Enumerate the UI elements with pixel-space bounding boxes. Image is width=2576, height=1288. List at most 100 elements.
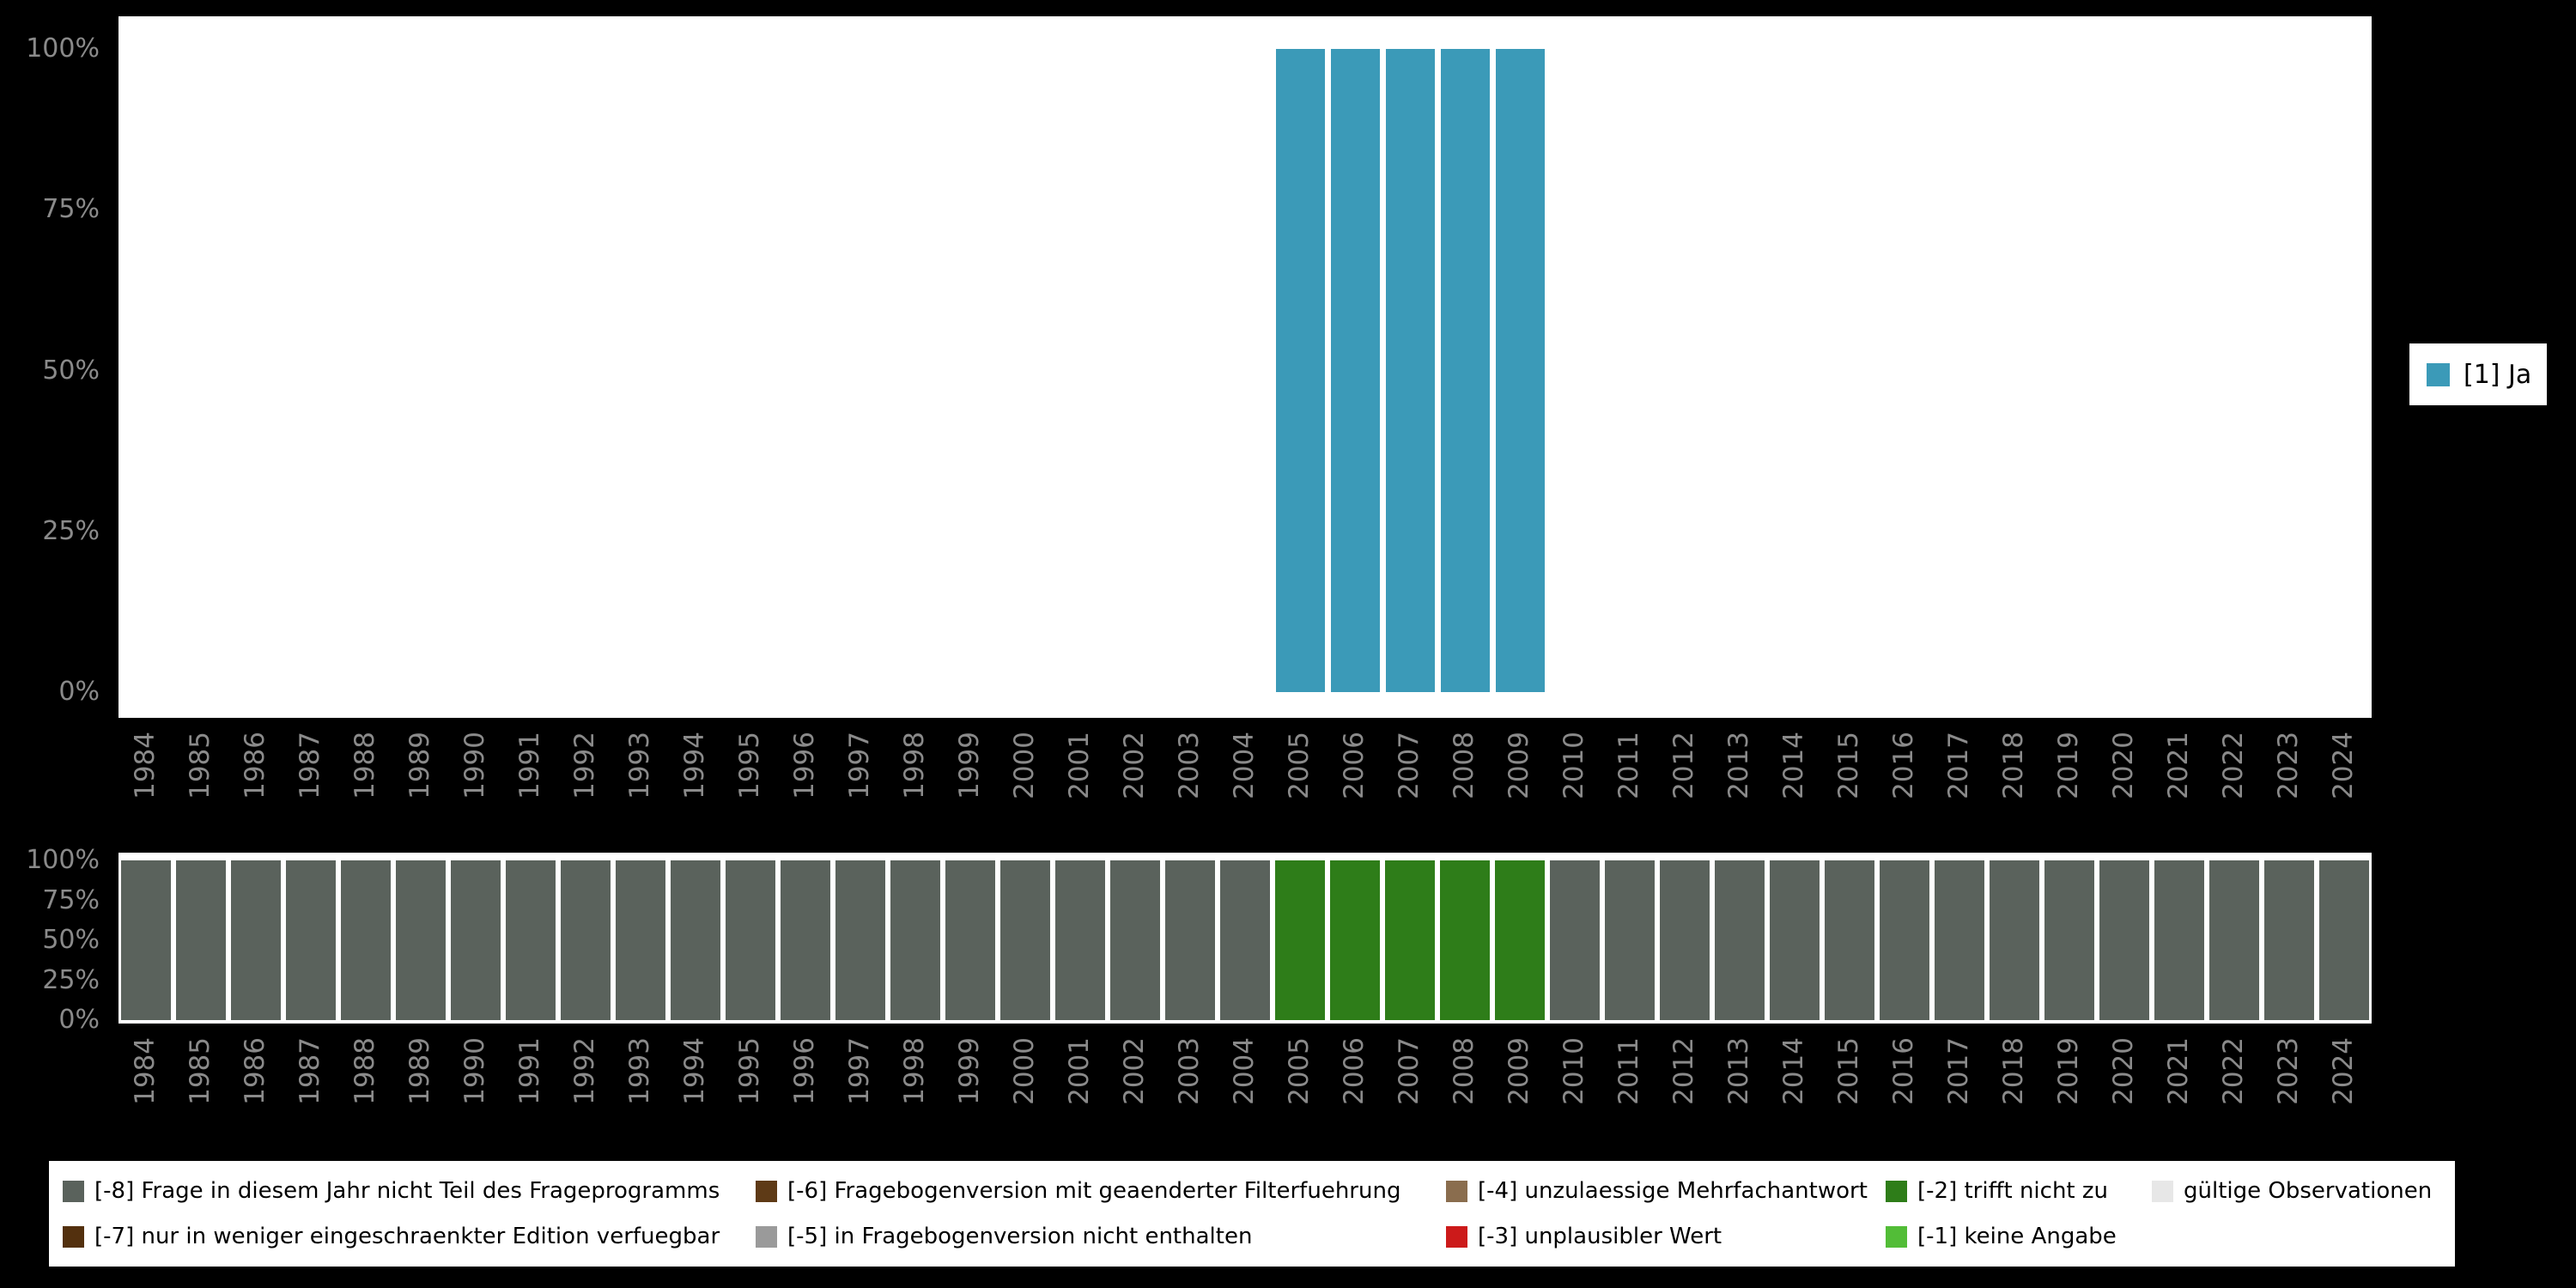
- x-tick-2007: 2007: [1394, 1037, 1425, 1105]
- x-tick-1993: 1993: [624, 1037, 655, 1105]
- y-tick-label: 75%: [42, 194, 100, 225]
- legend-item: [-2] trifft nicht zu: [1886, 1178, 2108, 1204]
- availability-bar-1991: [506, 860, 556, 1020]
- y-tick-label: 0%: [58, 1005, 100, 1035]
- x-tick-1984: 1984: [130, 732, 161, 799]
- bottom-chart-y-axis: 100% 75% 50% 25% 0%: [0, 848, 108, 1033]
- availability-bar-2016: [1880, 860, 1929, 1020]
- availability-bar-2013: [1715, 860, 1765, 1020]
- legend-label: [-2] trifft nicht zu: [1917, 1178, 2109, 1204]
- x-tick-1996: 1996: [789, 1037, 820, 1105]
- x-tick-1987: 1987: [295, 732, 325, 799]
- x-tick-2024: 2024: [2328, 732, 2359, 799]
- legend-item: [-6] Fragebogenversion mit geaenderter F…: [756, 1178, 1400, 1204]
- x-tick-2020: 2020: [2108, 1037, 2139, 1105]
- legend-swatch: [2152, 1180, 2173, 1202]
- bar-2007: [1385, 49, 1435, 692]
- x-tick-1992: 1992: [569, 732, 600, 799]
- availability-bar-1986: [231, 860, 281, 1020]
- availability-bar-2018: [1990, 860, 2039, 1020]
- availability-bar-2015: [1825, 860, 1874, 1020]
- availability-bar-2010: [1550, 860, 1600, 1020]
- x-tick-1991: 1991: [514, 1037, 545, 1105]
- availability-bar-2024: [2319, 860, 2369, 1020]
- x-tick-2022: 2022: [2218, 1037, 2249, 1105]
- availability-bar-2003: [1165, 860, 1215, 1020]
- availability-bar-1997: [835, 860, 885, 1020]
- x-tick-2011: 2011: [1613, 732, 1644, 799]
- availability-bar-1996: [781, 860, 830, 1020]
- x-tick-2008: 2008: [1449, 732, 1479, 799]
- x-tick-2024: 2024: [2328, 1037, 2359, 1105]
- availability-bar-2002: [1110, 860, 1160, 1020]
- x-tick-2014: 2014: [1778, 1037, 1809, 1105]
- x-tick-2004: 2004: [1229, 732, 1260, 799]
- availability-bar-1985: [176, 860, 226, 1020]
- x-tick-2012: 2012: [1668, 1037, 1699, 1105]
- x-tick-2000: 2000: [1009, 1037, 1040, 1105]
- x-tick-2016: 2016: [1888, 1037, 1919, 1105]
- x-tick-2009: 2009: [1504, 732, 1534, 799]
- x-tick-1989: 1989: [404, 1037, 435, 1105]
- x-tick-1987: 1987: [295, 1037, 325, 1105]
- x-tick-1991: 1991: [514, 732, 545, 799]
- x-tick-2006: 2006: [1339, 732, 1370, 799]
- availability-bar-2009: [1495, 860, 1545, 1020]
- availability-bar-2022: [2209, 860, 2259, 1020]
- x-tick-1994: 1994: [679, 1037, 710, 1105]
- legend-label: [-8] Frage in diesem Jahr nicht Teil des…: [94, 1178, 720, 1204]
- bar-2008: [1440, 49, 1490, 692]
- y-tick-label: 50%: [42, 355, 100, 386]
- bottom-chart-plot-area: [118, 853, 2372, 1024]
- x-tick-2008: 2008: [1449, 1037, 1479, 1105]
- legend-label: gültige Observationen: [2184, 1178, 2433, 1204]
- availability-bar-2005: [1275, 860, 1325, 1020]
- top-chart-legend: [1] Ja: [2409, 343, 2547, 405]
- availability-bar-2017: [1935, 860, 1984, 1020]
- y-tick-label: 0%: [58, 677, 100, 707]
- x-tick-2020: 2020: [2108, 732, 2139, 799]
- legend-item: [-7] nur in weniger eingeschraenkter Edi…: [63, 1224, 720, 1249]
- legend-swatch: [756, 1180, 777, 1202]
- x-tick-2003: 2003: [1174, 732, 1205, 799]
- x-tick-2010: 2010: [1558, 732, 1589, 799]
- top-chart-x-axis: 1984 1985 1986 1987 1988 1989 1990 1991 1992 1993…: [118, 726, 2372, 847]
- legend-swatch: [1446, 1180, 1467, 1202]
- x-tick-1996: 1996: [789, 732, 820, 799]
- top-chart-y-axis: 100% 75% 50% 25% 0%: [0, 16, 108, 718]
- x-tick-1989: 1989: [404, 732, 435, 799]
- legend-swatch: [1886, 1225, 1907, 1248]
- availability-bar-2019: [2044, 860, 2094, 1020]
- legend-label: [-5] in Fragebogenversion nicht enthalte…: [787, 1224, 1253, 1249]
- availability-bar-1993: [616, 860, 665, 1020]
- x-tick-2021: 2021: [2163, 1037, 2194, 1105]
- x-tick-2014: 2014: [1778, 732, 1809, 799]
- x-tick-1986: 1986: [240, 1037, 270, 1105]
- x-tick-2007: 2007: [1394, 732, 1425, 799]
- availability-bar-2020: [2099, 860, 2149, 1020]
- y-tick-label: 50%: [42, 925, 100, 955]
- x-tick-1994: 1994: [679, 732, 710, 799]
- availability-bar-2004: [1220, 860, 1270, 1020]
- availability-bar-2008: [1440, 860, 1490, 1020]
- availability-bar-1988: [341, 860, 391, 1020]
- availability-bar-1984: [121, 860, 171, 1020]
- x-tick-2018: 2018: [1998, 732, 2029, 799]
- x-tick-1984: 1984: [130, 1037, 161, 1105]
- legend-item: [-1] keine Angabe: [1886, 1224, 2117, 1249]
- x-tick-2006: 2006: [1339, 1037, 1370, 1105]
- y-tick-label: 100%: [26, 33, 100, 64]
- availability-bar-2012: [1660, 860, 1710, 1020]
- x-tick-1995: 1995: [734, 1037, 765, 1105]
- bottom-chart-x-axis: 1984 1985 1986 1987 1988 1989 1990 1991 1992 1993…: [118, 1032, 2372, 1152]
- x-tick-2018: 2018: [1998, 1037, 2029, 1105]
- x-tick-2023: 2023: [2273, 1037, 2304, 1105]
- x-tick-2005: 2005: [1284, 732, 1315, 799]
- legend-swatch: [63, 1180, 84, 1202]
- y-tick-label: 75%: [42, 884, 100, 915]
- legend-item: [-5] in Fragebogenversion nicht enthalte…: [756, 1224, 1252, 1249]
- legend-item: gültige Observationen: [2152, 1178, 2432, 1204]
- x-tick-1992: 1992: [569, 1037, 600, 1105]
- x-tick-2000: 2000: [1009, 732, 1040, 799]
- availability-bar-1992: [561, 860, 611, 1020]
